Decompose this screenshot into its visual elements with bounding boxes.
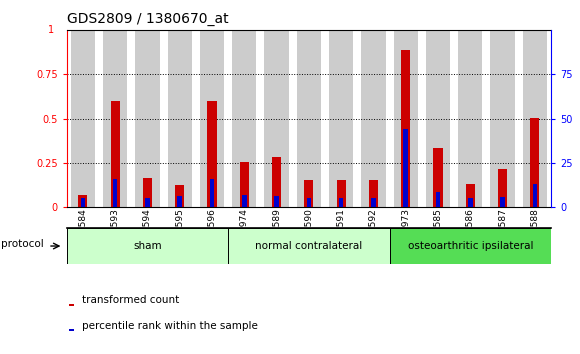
Bar <box>491 30 514 207</box>
Bar <box>111 101 119 207</box>
Text: sham: sham <box>133 241 162 251</box>
Bar <box>145 198 150 207</box>
Text: GDS2809 / 1380670_at: GDS2809 / 1380670_at <box>67 12 229 27</box>
Text: protocol: protocol <box>1 239 44 249</box>
Bar <box>208 101 216 207</box>
Bar <box>103 30 127 207</box>
Bar <box>339 198 343 207</box>
Bar <box>523 30 547 207</box>
Bar <box>468 198 473 207</box>
Bar <box>458 30 483 207</box>
Bar <box>242 195 246 207</box>
Bar <box>371 198 376 207</box>
Bar <box>404 129 408 207</box>
Text: normal contralateral: normal contralateral <box>255 241 362 251</box>
Bar <box>177 196 182 207</box>
Bar <box>498 169 507 207</box>
Bar <box>200 30 224 207</box>
Bar <box>274 195 279 207</box>
Bar <box>436 192 440 207</box>
Bar <box>466 184 475 207</box>
Bar <box>228 228 390 264</box>
Bar <box>81 198 85 207</box>
Text: transformed count: transformed count <box>82 295 179 305</box>
Bar <box>71 30 95 207</box>
Bar <box>272 156 281 207</box>
Bar <box>113 179 117 207</box>
Bar <box>401 50 410 207</box>
Bar <box>175 185 184 207</box>
Text: osteoarthritic ipsilateral: osteoarthritic ipsilateral <box>408 241 533 251</box>
Bar <box>143 178 152 207</box>
Text: percentile rank within the sample: percentile rank within the sample <box>82 321 258 331</box>
Bar <box>390 228 551 264</box>
Bar <box>433 148 443 207</box>
Bar <box>297 30 321 207</box>
Bar <box>394 30 418 207</box>
Bar <box>210 179 214 207</box>
Bar <box>329 30 353 207</box>
Bar <box>264 30 289 207</box>
Bar <box>530 118 539 207</box>
Bar <box>78 195 88 207</box>
Bar <box>69 329 74 331</box>
Bar <box>304 180 313 207</box>
Bar <box>232 30 256 207</box>
Bar <box>361 30 386 207</box>
Bar <box>307 198 311 207</box>
Bar <box>67 228 228 264</box>
Bar <box>135 30 160 207</box>
Bar <box>336 180 346 207</box>
Bar <box>168 30 192 207</box>
Bar <box>369 180 378 207</box>
Bar <box>532 184 537 207</box>
Text: 1: 1 <box>48 25 54 35</box>
Bar <box>69 304 74 306</box>
Bar <box>240 162 249 207</box>
Bar <box>426 30 450 207</box>
Bar <box>501 198 505 207</box>
